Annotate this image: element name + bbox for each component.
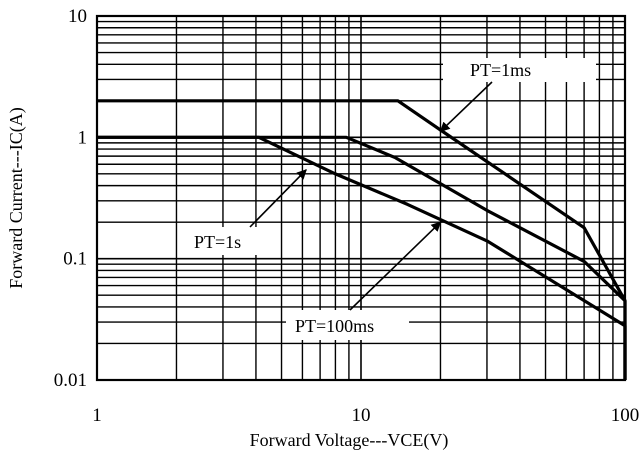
annotation-label: PT=1s xyxy=(194,232,241,252)
annotation-box xyxy=(286,310,409,340)
annotations: PT=1ms PT=1s PT=100ms xyxy=(183,58,596,340)
y-tick-label: 0.1 xyxy=(63,249,87,270)
series-line-3 xyxy=(97,135,627,380)
annotation-label: PT=1ms xyxy=(470,60,531,80)
annotation-label: PT=100ms xyxy=(295,316,374,336)
annotation-box xyxy=(183,227,273,255)
y-tick-label: 0.01 xyxy=(54,370,87,391)
x-axis-title: Forward Voltage---VCE(V) xyxy=(250,430,449,451)
x-tick-label: 10 xyxy=(352,405,371,426)
plot-frame xyxy=(95,14,627,382)
annotation-arrow xyxy=(439,81,493,133)
annotation-box xyxy=(443,58,596,82)
annotation-arrow xyxy=(349,221,442,311)
y-axis-title: Forward Current---IC(A) xyxy=(6,107,27,288)
x-tick-label: 1 xyxy=(92,405,102,426)
tick-labels: 1 10 100 10 1 0.1 0.01 xyxy=(54,6,640,426)
x-tick-label: 100 xyxy=(611,405,640,426)
series-lines xyxy=(97,99,627,380)
annotation-arrow xyxy=(249,169,307,228)
y-tick-label: 1 xyxy=(78,127,88,148)
y-tick-label: 10 xyxy=(68,6,87,27)
series-line-2 xyxy=(97,135,627,380)
